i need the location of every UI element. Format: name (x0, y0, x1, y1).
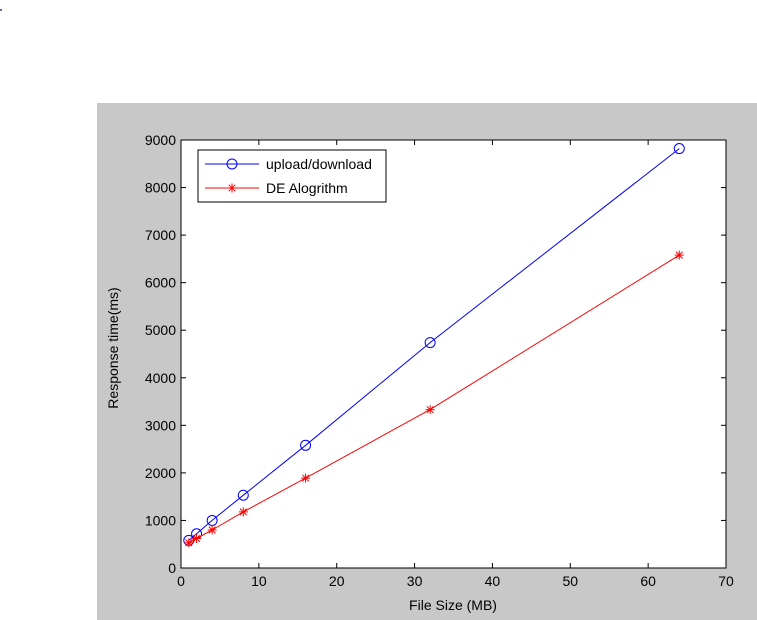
y-tick-label: 9000 (145, 132, 176, 148)
data-point-de-alogrithm (301, 473, 311, 483)
legend: upload/download DE Alogrithm (197, 149, 387, 203)
x-tick-label: 20 (329, 573, 345, 589)
y-tick-label: 2000 (145, 465, 176, 481)
x-tick-label: 40 (485, 573, 501, 589)
legend-box (197, 149, 387, 203)
legend-label-de-alogrithm: DE Alogrithm (266, 180, 348, 196)
x-tick-label: 70 (718, 573, 734, 589)
data-point-de-alogrithm (207, 525, 217, 535)
data-point-de-alogrithm (184, 538, 194, 548)
y-tick-label: 5000 (145, 322, 176, 338)
data-point-de-alogrithm (674, 250, 684, 260)
series-line-upload-download (188, 148, 680, 541)
y-tick-label: 1000 (145, 512, 176, 528)
legend-label-upload-download: upload/download (266, 156, 372, 172)
x-tick-label: 50 (562, 573, 578, 589)
x-axis-label: File Size (MB) (409, 597, 497, 613)
series-layer (183, 143, 685, 548)
y-tick-label: 7000 (145, 227, 176, 243)
data-point-upload-download (237, 489, 249, 501)
y-tick-label: 4000 (145, 370, 176, 386)
legend-marker-de-alogrithm (227, 183, 237, 193)
data-point-de-alogrithm (238, 507, 248, 517)
y-tick-label: 8000 (145, 180, 176, 196)
data-point-upload-download (673, 143, 685, 155)
data-point-upload-download (424, 337, 436, 349)
legend-marker-upload-download (226, 158, 238, 170)
data-point-upload-download (206, 514, 218, 526)
data-point-de-alogrithm (425, 405, 435, 415)
y-tick-label: 6000 (145, 275, 176, 291)
x-tick-label: 0 (177, 573, 185, 589)
data-point-upload-download (300, 439, 312, 451)
legend-asterisk (227, 183, 237, 193)
y-axis-label: Response time(ms) (105, 287, 121, 409)
plot-area (180, 139, 727, 569)
axis-ticks: 0 10 20 30 40 50 60 70 0 1000 2000 3000 4000 5000 6000… (145, 132, 734, 589)
x-tick-label: 30 (407, 573, 423, 589)
y-tick-label: 0 (168, 560, 176, 576)
y-tick-label: 3000 (145, 417, 176, 433)
x-tick-label: 10 (251, 573, 267, 589)
x-tick-label: 60 (640, 573, 656, 589)
page-corner-dot (0, 9, 2, 11)
data-point-de-alogrithm (192, 534, 202, 544)
